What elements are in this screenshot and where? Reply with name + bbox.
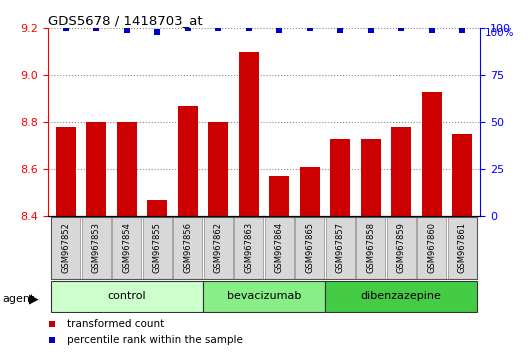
Bar — [356, 217, 385, 279]
Text: GSM967853: GSM967853 — [92, 222, 101, 273]
Text: GSM967859: GSM967859 — [397, 222, 406, 273]
Text: GSM967856: GSM967856 — [183, 222, 192, 273]
Bar — [391, 127, 411, 216]
Bar — [269, 176, 289, 216]
Bar — [386, 217, 416, 279]
Bar — [178, 106, 197, 216]
Bar — [56, 127, 76, 216]
Bar — [422, 92, 441, 216]
Bar — [82, 217, 111, 279]
Bar — [112, 217, 142, 279]
Bar — [361, 138, 381, 216]
Text: GSM967862: GSM967862 — [214, 222, 223, 273]
Bar — [117, 122, 137, 216]
Bar — [204, 217, 233, 279]
Text: GSM967858: GSM967858 — [366, 222, 375, 273]
Text: transformed count: transformed count — [67, 319, 164, 329]
Bar — [143, 217, 172, 279]
Bar — [325, 281, 477, 312]
Bar — [51, 217, 80, 279]
Text: agent: agent — [3, 294, 35, 304]
Text: GSM967855: GSM967855 — [153, 222, 162, 273]
Bar — [87, 122, 106, 216]
Bar — [147, 200, 167, 216]
Text: GDS5678 / 1418703_at: GDS5678 / 1418703_at — [48, 14, 202, 27]
Text: GSM967864: GSM967864 — [275, 222, 284, 273]
Bar — [331, 138, 350, 216]
Text: GSM967861: GSM967861 — [458, 222, 467, 273]
Bar — [417, 217, 446, 279]
Bar — [452, 134, 472, 216]
Text: GSM967865: GSM967865 — [305, 222, 314, 273]
Text: percentile rank within the sample: percentile rank within the sample — [67, 335, 243, 345]
Bar — [300, 167, 319, 216]
Bar — [234, 217, 263, 279]
Text: GSM967860: GSM967860 — [427, 222, 436, 273]
Bar — [209, 122, 228, 216]
Bar — [51, 281, 203, 312]
Text: ▶: ▶ — [29, 293, 39, 306]
Bar — [203, 281, 325, 312]
Bar — [173, 217, 202, 279]
Bar — [265, 217, 294, 279]
Text: 100%: 100% — [485, 28, 514, 38]
Text: bevacizumab: bevacizumab — [227, 291, 301, 302]
Text: GSM967852: GSM967852 — [61, 222, 70, 273]
Bar — [448, 217, 477, 279]
Text: GSM967854: GSM967854 — [122, 222, 131, 273]
Bar — [295, 217, 324, 279]
Text: GSM967857: GSM967857 — [336, 222, 345, 273]
Bar — [239, 52, 259, 216]
Bar — [326, 217, 355, 279]
Text: control: control — [108, 291, 146, 302]
Text: dibenzazepine: dibenzazepine — [361, 291, 441, 302]
Text: GSM967863: GSM967863 — [244, 222, 253, 273]
